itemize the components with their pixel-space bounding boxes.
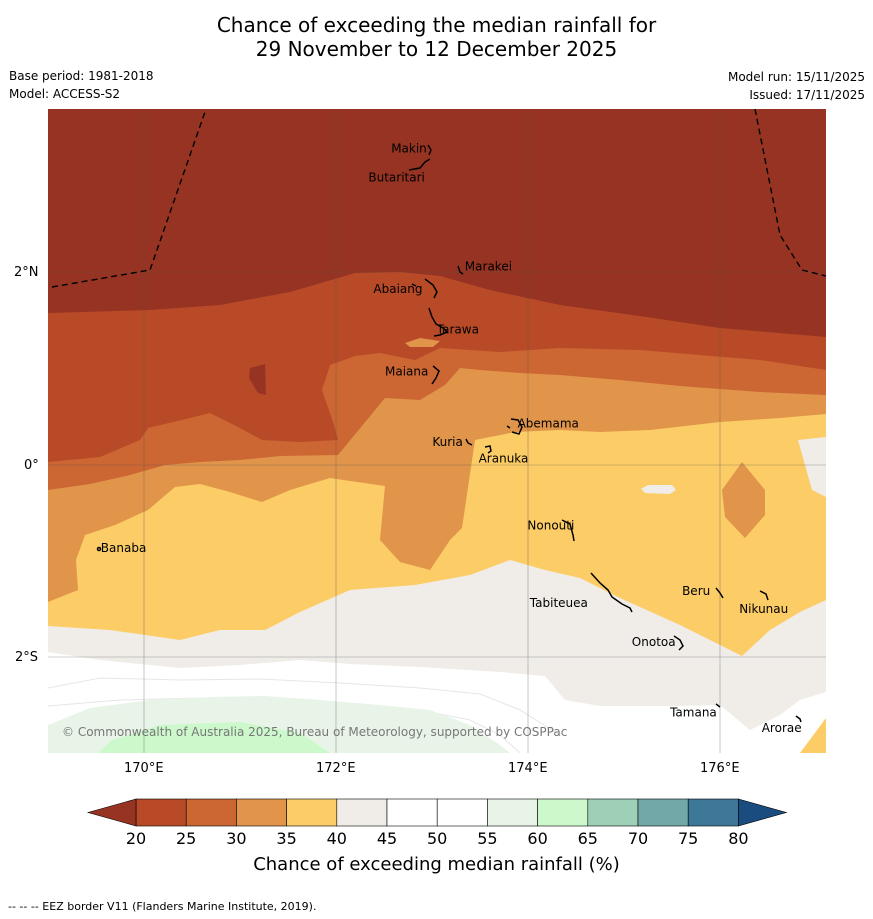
- island-abaiang-shape: [424, 278, 438, 299]
- island-abaiang-islet: [411, 283, 417, 287]
- island-tabiteuea-shape: [590, 572, 633, 613]
- base-period-text: Base period: 1981-2018: [9, 69, 154, 83]
- zone-below-20-pocket: [249, 364, 266, 395]
- island-tamana-shape: [715, 703, 721, 708]
- colorbar: [86, 798, 788, 827]
- place-label-nonouti: Nonouti: [527, 519, 574, 533]
- graticule: [48, 109, 826, 753]
- island-butaritari-shape: [408, 158, 431, 171]
- colorbar-segment-55-60: [487, 798, 538, 827]
- model-run-text: Model run: 15/11/2025: [727, 70, 865, 84]
- colorbar-tick-25: 25: [176, 829, 197, 848]
- island-marakei-shape: [457, 265, 464, 275]
- colorbar-tick-75: 75: [678, 829, 699, 848]
- island-nikunau-shape: [759, 590, 769, 601]
- place-label-marakei: Marakei: [465, 260, 512, 274]
- zone-30-35-pocket: [722, 462, 765, 538]
- island-banaba-shape: [96, 546, 102, 552]
- island-abemama-islet: [506, 425, 511, 429]
- place-label-makin: Makin: [391, 141, 427, 155]
- colorbar-tick-40: 40: [326, 829, 347, 848]
- island-tarawa-shape: [428, 307, 449, 337]
- eez-border-east: [754, 109, 826, 277]
- colorbar-above-arrow: [738, 798, 788, 827]
- colorbar-tick-45: 45: [376, 829, 398, 848]
- colorbar-segment-30-35: [236, 798, 287, 827]
- island-abemama-shape: [510, 418, 523, 435]
- colorbar-segment-25-30: [185, 798, 237, 827]
- eez-footnote: -- -- -- EEZ border V11 (Flanders Marine…: [8, 900, 317, 913]
- colorbar-segment-45-50: [386, 798, 438, 827]
- lat-label-2n: 2°N: [14, 265, 39, 280]
- eez-border: [51, 109, 826, 288]
- place-label-banaba: Banaba: [101, 541, 147, 555]
- model-text: Model: ACCESS-S2: [9, 87, 121, 101]
- lon-label-172e: 172°E: [316, 761, 356, 776]
- colorbar-tick-70: 70: [627, 829, 649, 848]
- zone-35-40-corner: [800, 718, 826, 753]
- eez-border-west: [51, 109, 207, 288]
- place-label-abaiang: Abaiang: [373, 282, 422, 296]
- zone-tarawa-lagoon: [405, 338, 440, 347]
- colorbar-segment-75-80: [687, 798, 739, 827]
- colorbar-tick-50: 50: [427, 829, 448, 848]
- island-makin-shape: [427, 144, 432, 156]
- colorbar-tick-20: 20: [125, 829, 147, 848]
- place-label-maiana: Maiana: [385, 365, 428, 379]
- island-kuria-shape: [465, 438, 473, 446]
- zone-40-45-small-bubble: [641, 485, 676, 494]
- lon-label-176e: 176°E: [700, 761, 740, 776]
- colorbar-tick-55: 55: [477, 829, 498, 848]
- colorbar-tick-35: 35: [276, 829, 297, 848]
- map-field: [48, 109, 826, 753]
- colorbar-tick-80: 80: [728, 829, 749, 848]
- colorbar-segment-20-25: [135, 798, 187, 827]
- place-labels: Makin Butaritari Marakei Abaiang Tarawa Maian…: [101, 141, 802, 735]
- colorbar-title: Chance of exceeding median rainfall (%): [253, 854, 620, 875]
- island-onotoa-shape: [673, 635, 684, 651]
- issued-text: Issued: 17/11/2025: [749, 88, 865, 102]
- colorbar-segment-60-65: [537, 798, 589, 827]
- colorbar-segment-70-75: [637, 798, 689, 827]
- islands: [96, 144, 802, 723]
- colorbar-tick-65: 65: [577, 829, 598, 848]
- lon-label-170e: 170°E: [124, 761, 164, 776]
- island-beru-shape: [715, 587, 724, 599]
- colorbar-segment-35-40: [286, 798, 338, 827]
- place-label-aranuka: Aranuka: [479, 452, 529, 466]
- place-label-kuria: Kuria: [432, 435, 463, 449]
- zone-60-65: [98, 722, 330, 753]
- copyright-text: © Commonwealth of Australia 2025, Bureau…: [62, 725, 567, 739]
- lat-label-equator: 0°: [24, 458, 39, 473]
- island-maiana-shape: [431, 365, 440, 385]
- colorbar-tick-60: 60: [527, 829, 548, 848]
- colorbar-segment-65-70: [587, 798, 639, 827]
- place-label-onotoa: Onotoa: [632, 635, 676, 649]
- place-label-butaritari: Butaritari: [368, 170, 425, 184]
- zone-40-45-east-bubble: [798, 437, 826, 497]
- place-label-tamana: Tamana: [669, 706, 717, 720]
- colorbar-below-arrow: [86, 798, 137, 827]
- place-label-tabiteuea: Tabiteuea: [529, 596, 588, 610]
- white-zone-contour-1: [48, 677, 561, 736]
- place-label-nikunau: Nikunau: [739, 602, 788, 616]
- place-label-tarawa: Tarawa: [436, 322, 479, 336]
- island-nonouti-shape: [561, 519, 575, 542]
- island-aranuka-shape: [484, 445, 492, 454]
- island-arorae-shape: [795, 715, 802, 723]
- map-title-line-2: 29 November to 12 December 2025: [255, 37, 618, 61]
- place-label-beru: Beru: [682, 584, 710, 598]
- colorbar-tick-30: 30: [226, 829, 247, 848]
- place-label-arorae: Arorae: [762, 721, 802, 735]
- lat-label-2s: 2°S: [15, 650, 39, 665]
- colorbar-segment-40-45: [336, 798, 388, 827]
- colorbar-segment-50-55: [436, 798, 488, 827]
- lon-label-174e: 174°E: [508, 761, 548, 776]
- map-title-line-1: Chance of exceeding the median rainfall …: [216, 13, 657, 37]
- rainfall-probability-map: Makin Butaritari Marakei Abaiang Tarawa Maian…: [48, 109, 826, 827]
- place-label-abemama: Abemama: [518, 417, 579, 431]
